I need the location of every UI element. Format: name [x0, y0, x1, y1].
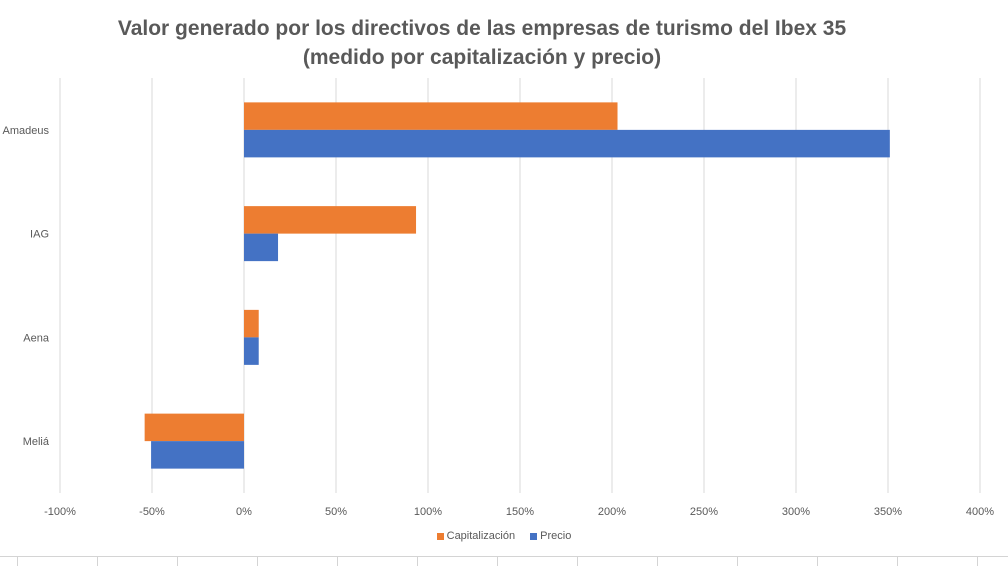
legend-item-capitalizacion: Capitalización: [436, 530, 516, 542]
cell-border: [977, 557, 978, 566]
y-category-label: IAG: [30, 229, 49, 241]
x-tick-label: 100%: [414, 506, 442, 518]
bar-capitalizacion: [244, 206, 417, 234]
cell-border: [817, 557, 818, 566]
x-tick-label: 200%: [598, 506, 626, 518]
cell-border: [97, 557, 98, 566]
bar-capitalizacion: [244, 102, 618, 130]
cell-border: [177, 557, 178, 566]
chart-title-line2: (medido por capitalización y precio): [302, 46, 662, 69]
legend-label: Capitalización: [446, 530, 516, 542]
y-category-label: Amadeus: [3, 125, 50, 137]
cell-border: [577, 557, 578, 566]
legend-item-precio: Precio: [530, 530, 571, 542]
cell-border: [17, 557, 18, 566]
cell-border: [257, 557, 258, 566]
legend: Capitalización Precio: [0, 530, 1008, 542]
legend-swatch: [436, 532, 444, 540]
chart-title-line1: Valor generado por los directivos de las…: [117, 17, 847, 40]
x-tick-label: 50%: [325, 506, 347, 518]
bar-capitalizacion: [144, 413, 244, 442]
x-tick-label: 150%: [506, 506, 534, 518]
y-category-label: Aena: [23, 332, 50, 344]
legend-swatch: [530, 532, 538, 540]
bar-precio: [244, 233, 279, 262]
bar-precio: [244, 129, 890, 158]
x-tick-label: 250%: [690, 506, 718, 518]
cell-border: [417, 557, 418, 566]
x-tick-label: 350%: [874, 506, 902, 518]
chart-title: Valor generado por los directivos de las…: [0, 14, 964, 72]
x-tick-label: 0%: [236, 506, 252, 518]
cell-border: [337, 557, 338, 566]
spreadsheet-row: [0, 556, 1008, 566]
cell-border: [737, 557, 738, 566]
bar-precio: [244, 337, 259, 365]
bar-capitalizacion: [244, 309, 259, 338]
x-tick-label: 400%: [966, 506, 994, 518]
y-category-label: Meliá: [23, 436, 50, 448]
cell-border: [897, 557, 898, 566]
x-tick-label: -50%: [139, 506, 165, 518]
x-tick-label: 300%: [782, 506, 810, 518]
x-tick-label: -100%: [44, 506, 76, 518]
cell-border: [497, 557, 498, 566]
legend-label: Precio: [540, 530, 572, 542]
bar-precio: [151, 441, 244, 469]
cell-border: [657, 557, 658, 566]
